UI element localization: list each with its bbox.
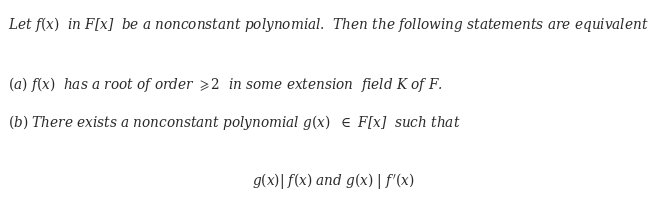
Text: $(a)$ $f(x)$  has a root of order $\geqslant 2$  in some extension  field $K$ of: $(a)$ $f(x)$ has a root of order $\geqsl… (8, 75, 443, 94)
Text: $g(x)|$ $f(x)$ and $g(x)$ $|$ $f'(x)$: $g(x)|$ $f(x)$ and $g(x)$ $|$ $f'(x)$ (252, 171, 414, 191)
Text: Let $f(x)$  in F[$x$]  be a nonconstant polynomial.  Then the following statemen: Let $f(x)$ in F[$x$] be a nonconstant po… (8, 15, 649, 34)
Text: $(b)$ There exists a nonconstant polynomial $g(x)$  $\in$ F[$x$]  such that: $(b)$ There exists a nonconstant polynom… (8, 113, 461, 132)
